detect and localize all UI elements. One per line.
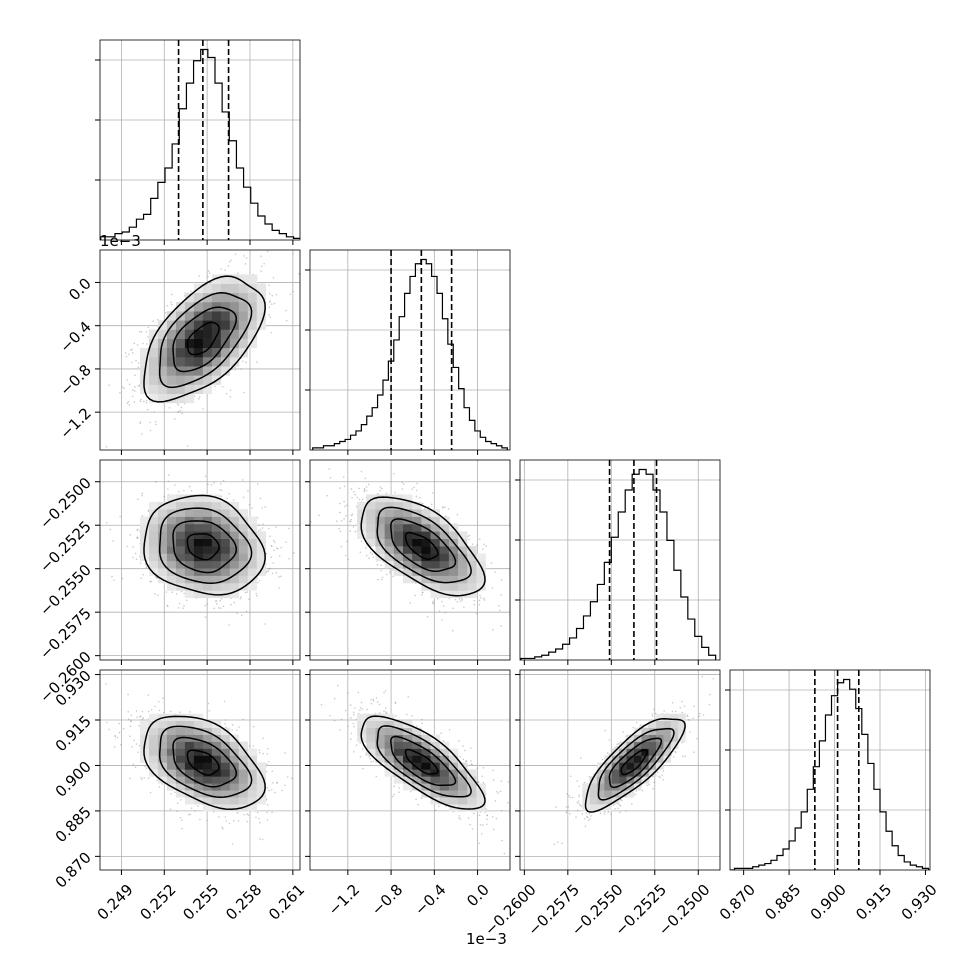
- contour-line: [186, 749, 220, 776]
- contour-line: [360, 496, 486, 597]
- scatter-panel-1-0: [100, 250, 300, 450]
- contour-line: [158, 292, 253, 389]
- histogram-panel-0: [100, 40, 300, 240]
- x-tick-label: 0.252: [136, 881, 179, 924]
- contour-line: [390, 735, 457, 787]
- contour-line: [172, 306, 238, 373]
- histogram-line-2: [520, 468, 717, 660]
- x-tick-label: 0.0: [463, 881, 493, 911]
- contour-line: [404, 748, 439, 775]
- scatter-panel-3-0: [100, 670, 300, 870]
- contour-line: [584, 718, 686, 813]
- y-tick-label: 0.885: [52, 803, 95, 846]
- y-tick-label: 0.0: [65, 275, 95, 305]
- contour-line: [376, 725, 472, 798]
- panel-frame: [99, 39, 301, 241]
- contour-line: [158, 725, 253, 799]
- histogram-line-3: [730, 678, 930, 870]
- contour-line: [376, 506, 472, 584]
- histogram-panel-2: [520, 460, 720, 660]
- y-offset-label: 1e−3: [100, 232, 141, 250]
- panel-frame: [99, 459, 301, 661]
- contour-line: [186, 533, 220, 561]
- y-tick-label: 0.870: [52, 848, 95, 891]
- x-tick-label: 0.249: [94, 881, 137, 924]
- scatter-panel-3-1: [310, 670, 510, 870]
- x-offset-label: 1e−3: [466, 930, 507, 948]
- contour-line: [620, 749, 649, 776]
- contour-line: [143, 494, 266, 596]
- histogram-panel-1: [310, 250, 510, 450]
- contour-line: [360, 715, 486, 810]
- x-tick-label: −1.2: [325, 881, 363, 919]
- y-tick-label: −0.8: [56, 361, 94, 399]
- panel-frame: [519, 459, 721, 661]
- x-tick-label: −0.4: [411, 881, 449, 919]
- contour-line: [597, 727, 675, 801]
- contour-line: [143, 715, 266, 811]
- histogram-line-0: [100, 48, 300, 240]
- x-tick-label: 0.261: [265, 881, 308, 924]
- x-tick-label: 0.885: [761, 881, 804, 924]
- x-tick-label: 0.900: [807, 881, 850, 924]
- x-tick-label: 0.915: [852, 881, 895, 924]
- contour-line: [390, 518, 457, 573]
- contour-line: [172, 520, 238, 574]
- panel-frame: [309, 249, 511, 451]
- histogram-panel-3: [730, 670, 930, 870]
- panel-frame: [309, 459, 511, 661]
- panel-frame: [99, 249, 301, 451]
- density-cells: [140, 713, 267, 812]
- y-tick-label: −1.2: [56, 404, 94, 442]
- scatter-panel-3-2: [520, 670, 720, 870]
- panel-frame: [99, 669, 301, 871]
- contour-line: [158, 507, 253, 585]
- scatter-panel-2-1: [310, 460, 510, 660]
- contour-line: [172, 736, 238, 788]
- panel-frame: [309, 669, 511, 871]
- y-tick-label: 0.915: [52, 712, 95, 755]
- histogram-line-1: [312, 258, 508, 450]
- contour-line: [143, 275, 266, 403]
- x-tick-label: 0.930: [898, 881, 941, 924]
- x-tick-label: 0.258: [222, 881, 265, 924]
- contour-line: [404, 531, 439, 560]
- x-tick-label: 0.870: [716, 881, 759, 924]
- panel-frame: [519, 669, 721, 871]
- panel-frame: [729, 669, 931, 871]
- x-tick-label: 0.255: [179, 881, 222, 924]
- contour-line: [608, 737, 663, 789]
- scatter-panel-2-0: [100, 460, 300, 660]
- contour-line: [186, 321, 220, 356]
- density-cells: [140, 274, 267, 404]
- y-tick-label: 0.900: [52, 758, 95, 801]
- x-tick-label: −0.8: [368, 881, 406, 919]
- y-tick-label: −0.4: [56, 318, 94, 356]
